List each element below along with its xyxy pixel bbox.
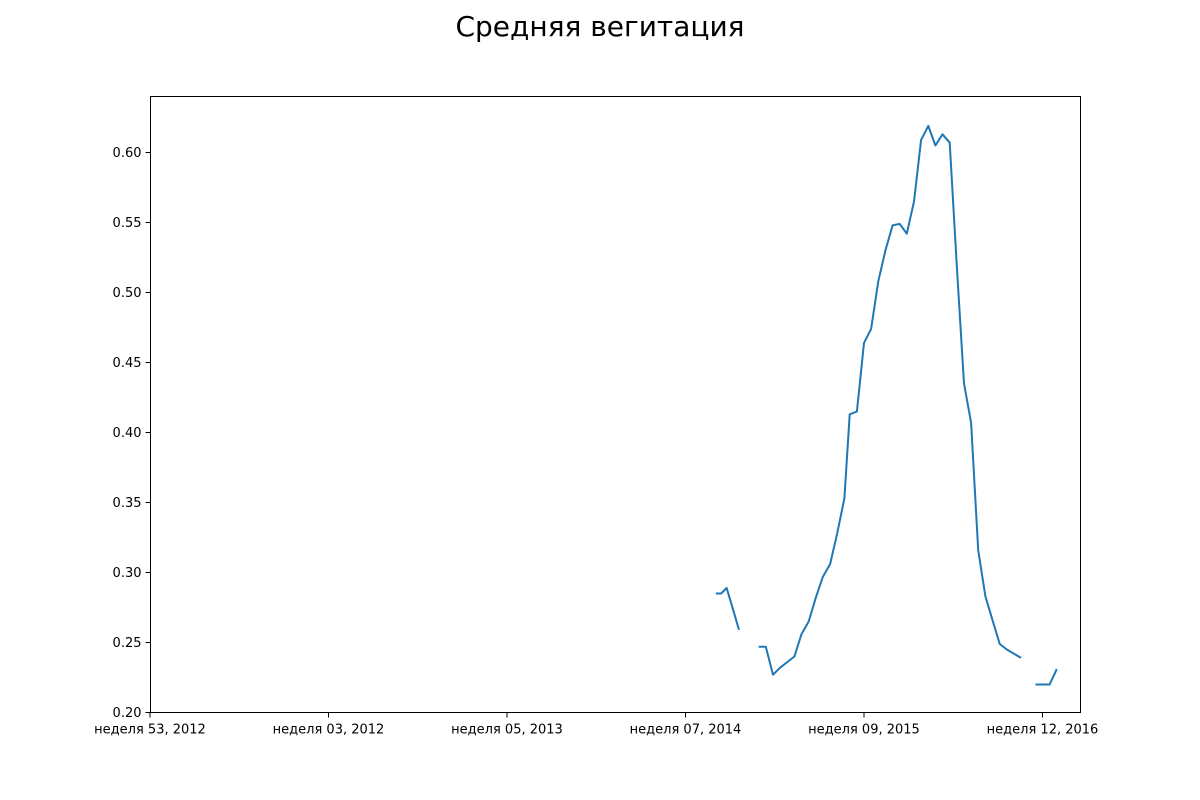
x-tick-label: неделя 03, 2012 [273, 723, 385, 738]
series-line-segment [1035, 668, 1058, 686]
series-layer [715, 124, 1058, 686]
y-tick-label: 0.35 [113, 496, 142, 511]
y-tick-label: 0.60 [113, 146, 142, 161]
chart-title: Средняя вегитация [455, 10, 745, 43]
y-axis: 0.20 0.25 0.30 0.35 0.40 0.45 0.50 0.55 0.60 [113, 146, 151, 721]
y-tick-label: 0.30 [113, 566, 142, 581]
y-tick-label: 0.20 [113, 706, 142, 721]
y-tick-label: 0.45 [113, 356, 142, 371]
y-tick-label: 0.50 [113, 286, 142, 301]
x-tick-label: неделя 09, 2015 [808, 723, 920, 738]
plot-area-frame [150, 96, 1081, 713]
x-tick-label: неделя 12, 2016 [987, 723, 1099, 738]
y-tick-label: 0.55 [113, 216, 142, 231]
x-axis: неделя 53, 2012 неделя 03, 2012 неделя 05,… [94, 712, 1099, 738]
series-line-segment [758, 124, 1022, 676]
y-tick-label: 0.25 [113, 636, 142, 651]
y-tick-label: 0.40 [113, 426, 142, 441]
x-tick-label: неделя 07, 2014 [630, 723, 742, 738]
x-tick-label: неделя 05, 2013 [451, 723, 563, 738]
x-tick-label: неделя 53, 2012 [94, 723, 206, 738]
series-line-segment [715, 586, 740, 631]
